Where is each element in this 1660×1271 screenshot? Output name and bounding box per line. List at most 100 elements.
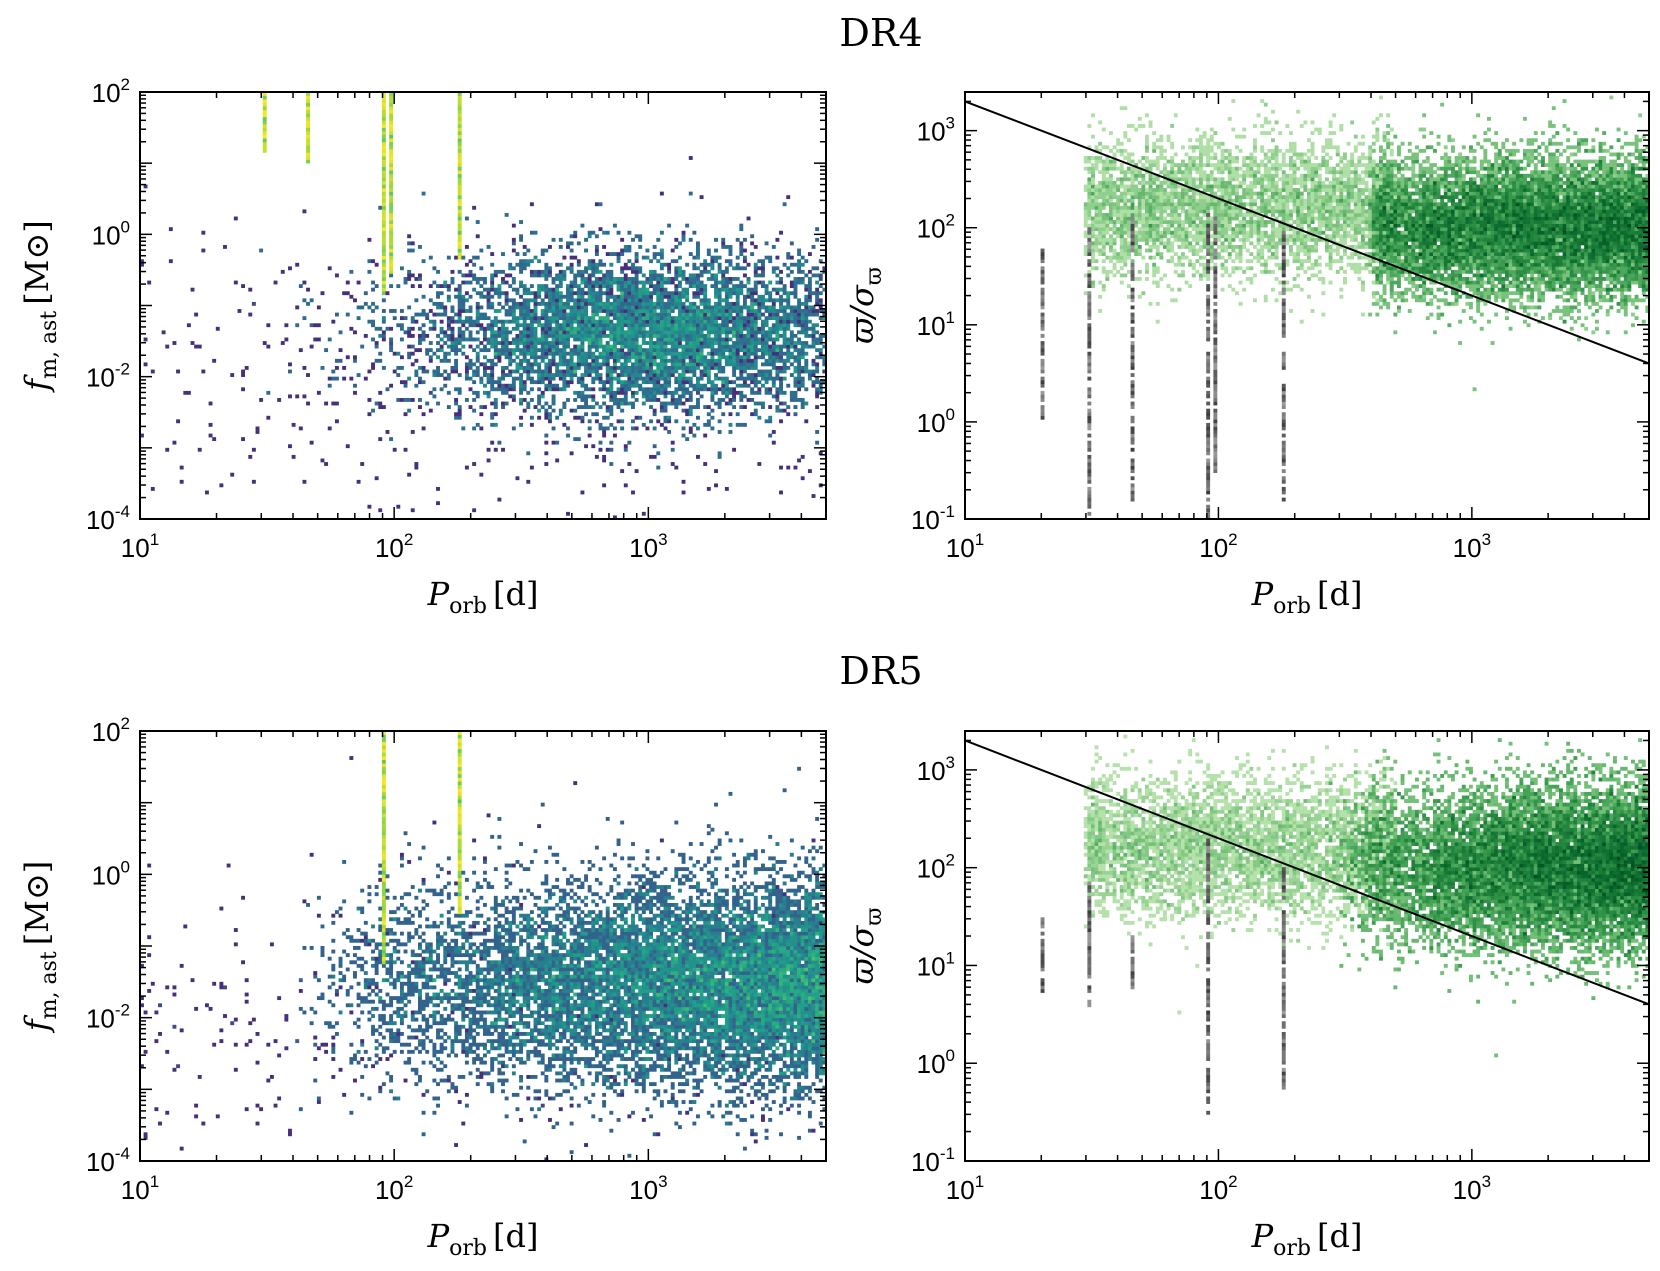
heatmap-cell [815, 298, 820, 303]
heatmap-cell [537, 369, 542, 374]
heatmap-cell [569, 451, 574, 456]
heatmap-cell [396, 323, 401, 328]
heatmap-cell [815, 405, 820, 409]
heatmap-cell [699, 394, 704, 399]
heatmap-cell [1101, 223, 1106, 228]
heatmap-cell [580, 419, 585, 424]
heatmap-cell [721, 376, 726, 381]
heatmap-cell [724, 486, 729, 491]
heatmap-cell [1177, 198, 1182, 203]
heatmap-cell [732, 369, 737, 374]
heatmap-cell [1148, 191, 1153, 196]
heatmap-cell [706, 362, 711, 367]
heatmap-cell [544, 433, 549, 438]
heatmap-cell [807, 298, 812, 303]
heatmap-cell [771, 341, 776, 345]
heatmap-cell [663, 419, 668, 424]
heatmap-cell [511, 248, 516, 253]
heatmap-cell [696, 344, 700, 349]
heatmap-cell [699, 298, 704, 303]
heatmap-cell [562, 383, 567, 388]
heatmap-cell [609, 309, 614, 313]
heatmap-cell [609, 280, 614, 285]
heatmap-cell [656, 344, 661, 349]
heatmap-cell [399, 355, 404, 360]
heatmap-cell [1091, 173, 1095, 178]
heatmap-cell [1170, 156, 1175, 160]
heatmap-cell [1155, 319, 1160, 324]
heatmap-cell [533, 305, 538, 310]
heatmap-cell [468, 305, 473, 310]
heatmap-cell [652, 309, 657, 313]
heatmap-cell [732, 344, 737, 349]
heatmap-cell [544, 284, 549, 289]
heatmap-cell [757, 337, 762, 342]
heatmap-cell [320, 458, 325, 463]
heatmap-cell [1163, 202, 1167, 207]
heatmap-cell [529, 348, 534, 353]
heatmap-cell [464, 298, 469, 303]
heatmap-cell [663, 401, 668, 406]
heatmap-cell [627, 301, 632, 306]
heatmap-cell [1184, 234, 1189, 239]
heatmap-cell [703, 405, 708, 409]
heatmap-cell [645, 376, 650, 381]
heatmap-cell [537, 355, 542, 360]
heatmap-cell [1195, 177, 1200, 182]
heatmap-cell [677, 269, 682, 274]
heatmap-cell [764, 419, 769, 424]
heatmap-cell [562, 355, 567, 360]
heatmap-cell [696, 390, 700, 395]
heatmap-cell [793, 305, 798, 310]
heatmap-cell [1145, 227, 1149, 232]
heatmap-cell [670, 301, 675, 306]
heatmap-cell [721, 351, 726, 356]
heatmap-cell [696, 312, 700, 317]
heatmap-cell [779, 408, 783, 413]
heatmap-cell [1191, 205, 1196, 210]
heatmap-cell [483, 280, 487, 285]
heatmap-cell [645, 287, 650, 292]
heatmap-cell [1199, 159, 1203, 164]
heatmap-cell [262, 113, 267, 118]
heatmap-cell [1170, 195, 1175, 200]
heatmap-cell [551, 316, 556, 321]
heatmap-cell [1094, 159, 1099, 164]
heatmap-cell [1094, 205, 1099, 210]
heatmap-cell [526, 312, 531, 317]
heatmap-cell [381, 156, 386, 160]
heatmap-cell [1155, 205, 1160, 210]
heatmap-cell [1152, 269, 1157, 274]
heatmap-cell [797, 262, 802, 267]
heatmap-cell [345, 444, 350, 449]
heatmap-cell [656, 298, 661, 303]
heatmap-cell [667, 337, 672, 342]
heatmap-cell [706, 301, 711, 306]
heatmap-cell [681, 301, 686, 306]
heatmap-cell [1101, 237, 1106, 242]
heatmap-cell [468, 323, 473, 328]
heatmap-cell [663, 337, 668, 342]
heatmap-cell [649, 351, 653, 356]
heatmap-cell [652, 358, 657, 363]
heatmap-cell [490, 262, 495, 267]
heatmap-cell [551, 298, 556, 303]
heatmap-cell [298, 426, 303, 431]
heatmap-cell [627, 294, 632, 299]
heatmap-cell [1109, 166, 1113, 171]
heatmap-cell [566, 337, 570, 342]
heatmap-cell [667, 280, 672, 285]
heatmap-cell [486, 341, 491, 345]
heatmap-cell [670, 298, 675, 303]
heatmap-cell [508, 383, 513, 388]
heatmap-cell [526, 405, 531, 409]
heatmap-cell [659, 273, 664, 278]
heatmap-cell [1145, 134, 1149, 139]
heatmap-cell [1105, 227, 1110, 232]
heatmap-cell [544, 337, 549, 342]
heatmap-cell [1116, 220, 1121, 224]
heatmap-cell [475, 355, 480, 360]
heatmap-cell [566, 511, 570, 516]
heatmap-cell [732, 326, 737, 331]
heatmap-cell [699, 284, 704, 289]
